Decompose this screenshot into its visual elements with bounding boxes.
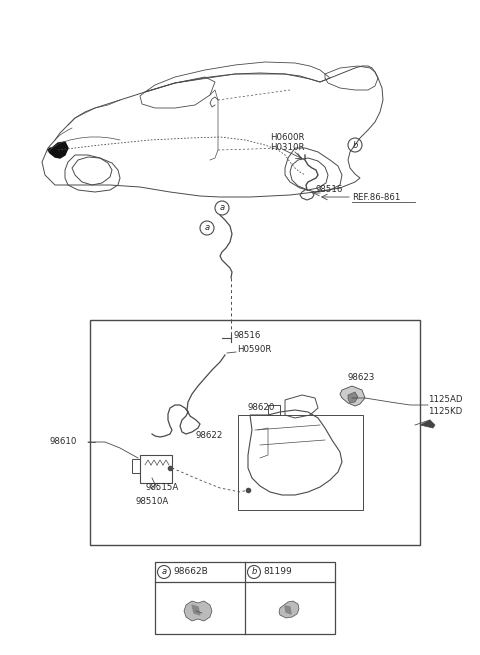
Text: REF.86-861: REF.86-861	[352, 193, 400, 202]
Text: 98623: 98623	[348, 373, 375, 383]
Text: a: a	[161, 567, 167, 576]
Polygon shape	[279, 601, 299, 618]
Text: H0590R: H0590R	[237, 345, 271, 354]
Text: 81199: 81199	[263, 567, 292, 576]
Text: b: b	[352, 141, 358, 149]
Text: 98515A: 98515A	[145, 483, 178, 493]
Text: 98510A: 98510A	[135, 498, 168, 506]
Polygon shape	[285, 606, 291, 614]
Bar	[90, 320, 420, 545]
Text: 98516: 98516	[233, 331, 260, 341]
Polygon shape	[48, 142, 68, 158]
Text: 1125AD: 1125AD	[428, 396, 463, 405]
Bar	[132, 459, 140, 473]
Text: a: a	[219, 204, 225, 212]
Polygon shape	[184, 601, 212, 621]
Polygon shape	[420, 420, 435, 428]
Text: 1125KD: 1125KD	[428, 407, 462, 415]
Text: 98610: 98610	[50, 438, 77, 447]
Bar	[238, 415, 363, 510]
Polygon shape	[348, 392, 358, 403]
Polygon shape	[192, 605, 200, 615]
Bar	[155, 562, 335, 634]
Polygon shape	[340, 386, 365, 406]
Text: 98620: 98620	[248, 403, 276, 413]
Text: 98662B: 98662B	[173, 567, 208, 576]
Text: 98622: 98622	[195, 430, 222, 440]
Text: a: a	[204, 223, 210, 233]
Text: H0600R: H0600R	[270, 134, 304, 143]
Text: b: b	[252, 567, 257, 576]
Bar	[140, 455, 172, 483]
Text: H0310R: H0310R	[270, 143, 304, 153]
Text: 98516: 98516	[315, 185, 342, 195]
